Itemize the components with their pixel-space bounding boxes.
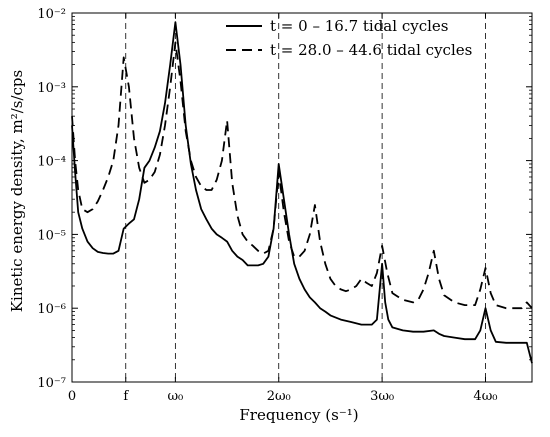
y-tick-label: 10⁻⁴: [37, 155, 66, 170]
series-line-dashed: [71, 41, 533, 310]
series-line-solid: [71, 21, 533, 364]
series-layer: [71, 21, 533, 364]
y-tick-label: 10⁻⁶: [37, 302, 66, 317]
y-tick-label: 10⁻²: [37, 7, 66, 22]
y-tick-label: 10⁻⁵: [37, 228, 66, 243]
x-axis-label: Frequency (s⁻¹): [239, 406, 358, 424]
x-tick-label: 0: [68, 389, 76, 404]
axis-ticks: 0 f ω₀ 2ω₀ 3ω₀ 4ω₀ 10⁻⁷ 10⁻⁶ 10⁻⁵ 10⁻⁴ 10⁻³ 10⁻²: [37, 7, 532, 404]
legend: t = 0 – 16.7 tidal cycles t = 28.0 – 44.…: [226, 17, 472, 59]
y-tick-label: 10⁻⁷: [37, 376, 66, 391]
x-tick-label: 2ω₀: [267, 389, 291, 404]
legend-label-dashed: t = 28.0 – 44.6 tidal cycles: [270, 41, 472, 59]
x-tick-label: ω₀: [167, 389, 183, 404]
plot-frame: [71, 12, 533, 383]
x-tick-label: 3ω₀: [370, 389, 394, 404]
legend-label-solid: t = 0 – 16.7 tidal cycles: [270, 17, 448, 35]
x-tick-label: 4ω₀: [473, 389, 497, 404]
x-tick-label: f: [123, 389, 129, 404]
y-axis-label: Kinetic energy density, m²/s/cps: [8, 70, 26, 312]
y-tick-label: 10⁻³: [37, 81, 66, 96]
reference-lines: [125, 13, 486, 382]
